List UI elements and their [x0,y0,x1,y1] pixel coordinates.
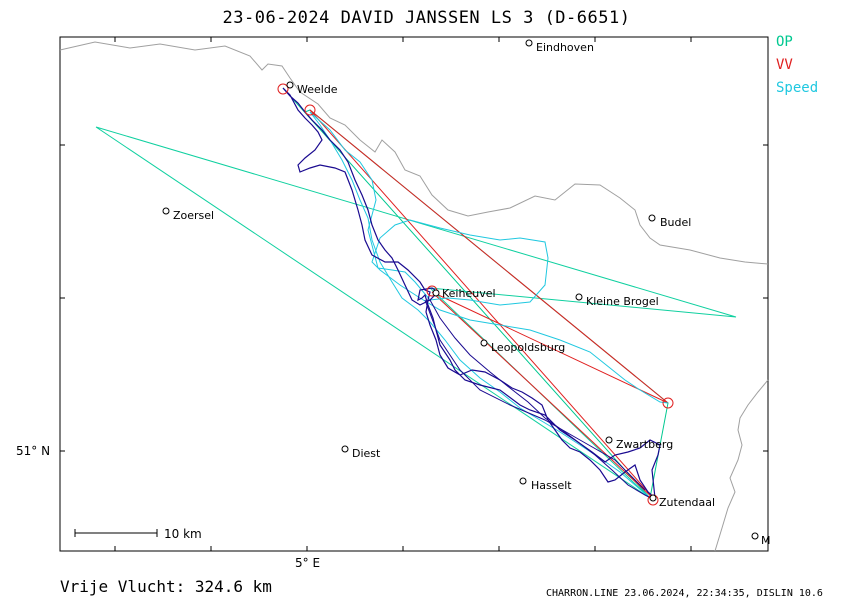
legend-speed: Speed [776,80,819,96]
place-leopoldsburg: Leopoldsburg [491,341,565,354]
place-kleine-brogel: Kleine Brogel [586,295,659,308]
place-hasselt: Hasselt [531,479,572,492]
place-zwartberg: Zwartberg [616,438,673,451]
place-weelde: Weelde [297,83,338,96]
place-diest: Diest [352,447,381,460]
turnpoints [277,83,674,506]
scale-bar: 10 km [74,527,202,541]
flight-track [282,87,661,500]
map-frame [59,36,769,552]
map-title: 23-06-2024 DAVID JANSSEN LS 3 (D-6651) [222,8,631,28]
place-keiheuvel: Keiheuvel [442,287,496,300]
frame-ticks [60,37,768,551]
place-zoersel: Zoersel [173,209,214,222]
place-edge-m: M [761,534,771,547]
lat-label: 51° N [16,444,50,458]
lon-label: 5° E [295,556,320,570]
speed-track-return [309,111,651,499]
flight-track-2 [429,299,656,501]
country-border [59,41,769,552]
speed-track [309,111,669,404]
vv-route [309,109,669,501]
credit-label: CHARRON.LINE 23.06.2024, 22:34:35, DISLI… [546,588,823,599]
scale-bar-label: 10 km [164,527,202,541]
legend-vv: VV [776,57,793,73]
place-markers [162,39,759,540]
legend-op: OP [776,34,793,50]
flight-track-3 [424,299,646,491]
place-zutendaal: Zutendaal [659,496,715,509]
place-budel: Budel [660,216,691,229]
place-eindhoven: Eindhoven [536,41,594,54]
distance-label: Vrije Vlucht: 324.6 km [60,577,272,596]
